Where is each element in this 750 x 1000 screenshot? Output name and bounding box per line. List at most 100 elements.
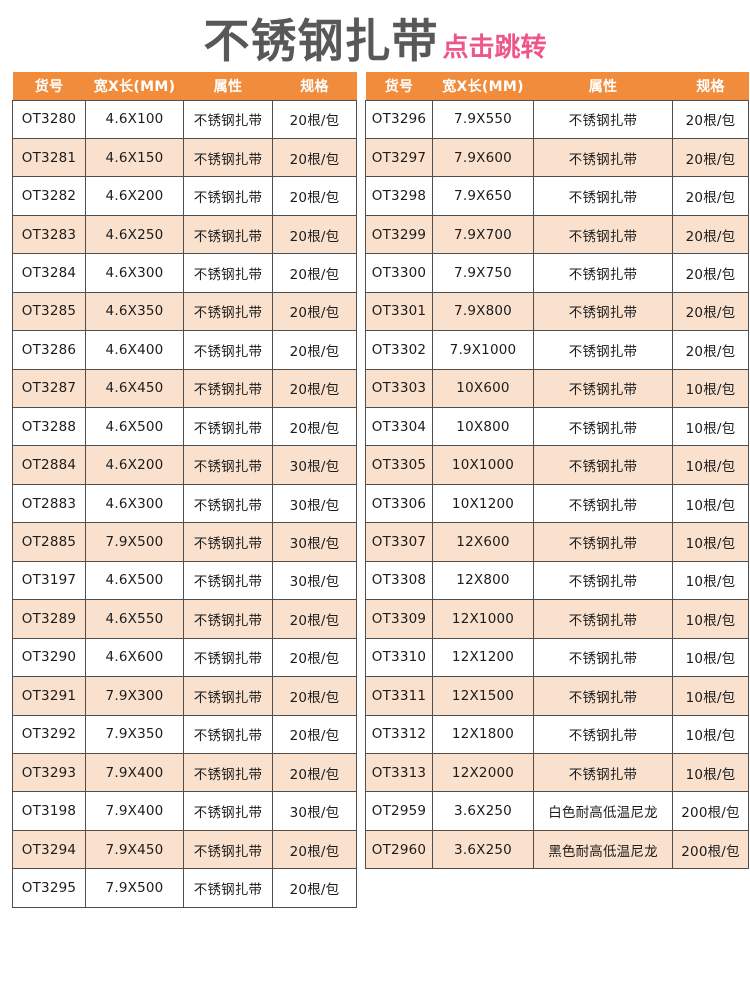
- table-row[interactable]: OT3311 12X1500 不锈钢扎带 10根/包: [365, 676, 749, 716]
- table-row[interactable]: OT3313 12X2000 不锈钢扎带 10根/包: [365, 753, 749, 793]
- cell-attr: 不锈钢扎带: [183, 830, 273, 870]
- cell-pack: 20根/包: [272, 753, 357, 793]
- cell-pack: 20根/包: [272, 138, 357, 178]
- cell-code: OT3283: [12, 215, 86, 255]
- cell-code: OT3305: [365, 445, 433, 485]
- table-row[interactable]: OT3305 10X1000 不锈钢扎带 10根/包: [365, 445, 749, 485]
- table-row[interactable]: OT3198 7.9X400 不锈钢扎带 30根/包: [12, 791, 357, 831]
- cell-attr: 不锈钢扎带: [533, 369, 673, 409]
- cell-pack: 10根/包: [672, 561, 749, 601]
- cell-code: OT3290: [12, 638, 86, 678]
- cell-code: OT2884: [12, 445, 86, 485]
- cell-attr: 不锈钢扎带: [533, 599, 673, 639]
- cell-attr: 不锈钢扎带: [183, 176, 273, 216]
- table-row[interactable]: OT3301 7.9X800 不锈钢扎带 20根/包: [365, 292, 749, 332]
- column-header-size: 宽X长(MM): [85, 72, 184, 100]
- cell-size: 7.9X700: [432, 215, 534, 255]
- cell-code: OT3310: [365, 638, 433, 678]
- table-row[interactable]: OT2960 3.6X250 黑色耐高低温尼龙 200根/包: [365, 830, 749, 870]
- table-row[interactable]: OT3309 12X1000 不锈钢扎带 10根/包: [365, 599, 749, 639]
- table-row[interactable]: OT3307 12X600 不锈钢扎带 10根/包: [365, 522, 749, 562]
- table-row[interactable]: OT3310 12X1200 不锈钢扎带 10根/包: [365, 638, 749, 678]
- table-row[interactable]: OT3308 12X800 不锈钢扎带 10根/包: [365, 561, 749, 601]
- cell-pack: 10根/包: [672, 445, 749, 485]
- table-row[interactable]: OT3297 7.9X600 不锈钢扎带 20根/包: [365, 138, 749, 178]
- cell-attr: 不锈钢扎带: [533, 176, 673, 216]
- cell-pack: 10根/包: [672, 676, 749, 716]
- table-row[interactable]: OT2883 4.6X300 不锈钢扎带 30根/包: [12, 484, 357, 524]
- table-row[interactable]: OT3291 7.9X300 不锈钢扎带 20根/包: [12, 676, 357, 716]
- table-row[interactable]: OT3296 7.9X550 不锈钢扎带 20根/包: [365, 99, 749, 139]
- table-row[interactable]: OT3285 4.6X350 不锈钢扎带 20根/包: [12, 292, 357, 332]
- cell-pack: 20根/包: [672, 99, 749, 139]
- table-row[interactable]: OT2884 4.6X200 不锈钢扎带 30根/包: [12, 445, 357, 485]
- cell-pack: 20根/包: [272, 330, 357, 370]
- cell-size: 4.6X150: [85, 138, 184, 178]
- table-row[interactable]: OT3287 4.6X450 不锈钢扎带 20根/包: [12, 369, 357, 409]
- cell-attr: 不锈钢扎带: [183, 522, 273, 562]
- table-row[interactable]: OT2885 7.9X500 不锈钢扎带 30根/包: [12, 522, 357, 562]
- cell-attr: 不锈钢扎带: [183, 791, 273, 831]
- cell-attr: 不锈钢扎带: [533, 138, 673, 178]
- cell-pack: 10根/包: [672, 638, 749, 678]
- cell-attr: 不锈钢扎带: [533, 715, 673, 754]
- table-row[interactable]: OT3292 7.9X350 不锈钢扎带 20根/包: [12, 715, 357, 754]
- cell-attr: 不锈钢扎带: [183, 638, 273, 678]
- cell-pack: 20根/包: [672, 330, 749, 370]
- cell-pack: 20根/包: [672, 215, 749, 255]
- cell-attr: 不锈钢扎带: [183, 676, 273, 716]
- table-row[interactable]: OT3295 7.9X500 不锈钢扎带 20根/包: [12, 868, 357, 908]
- cell-code: OT3282: [12, 176, 86, 216]
- cell-size: 4.6X200: [85, 445, 184, 485]
- table-row[interactable]: OT3312 12X1800 不锈钢扎带 10根/包: [365, 715, 749, 754]
- cell-code: OT3289: [12, 599, 86, 639]
- cell-pack: 20根/包: [672, 253, 749, 293]
- cell-attr: 不锈钢扎带: [183, 599, 273, 639]
- cell-code: OT3297: [365, 138, 433, 178]
- table-row[interactable]: OT3293 7.9X400 不锈钢扎带 20根/包: [12, 753, 357, 793]
- cell-attr: 不锈钢扎带: [183, 753, 273, 793]
- cell-attr: 不锈钢扎带: [533, 522, 673, 562]
- cell-code: OT3197: [12, 561, 86, 601]
- cell-attr: 不锈钢扎带: [533, 253, 673, 293]
- table-row[interactable]: OT3304 10X800 不锈钢扎带 10根/包: [365, 407, 749, 447]
- table-row[interactable]: OT3197 4.6X500 不锈钢扎带 30根/包: [12, 561, 357, 601]
- cell-size: 4.6X400: [85, 330, 184, 370]
- table-row[interactable]: OT3294 7.9X450 不锈钢扎带 20根/包: [12, 830, 357, 870]
- cell-pack: 10根/包: [672, 522, 749, 562]
- cell-size: 7.9X450: [85, 830, 184, 870]
- cell-size: 12X1500: [432, 676, 534, 716]
- table-row[interactable]: OT3281 4.6X150 不锈钢扎带 20根/包: [12, 138, 357, 178]
- table-row[interactable]: OT2959 3.6X250 白色耐高低温尼龙 200根/包: [365, 791, 749, 831]
- cell-attr: 不锈钢扎带: [533, 676, 673, 716]
- table-row[interactable]: OT3289 4.6X550 不锈钢扎带 20根/包: [12, 599, 357, 639]
- table-row[interactable]: OT3306 10X1200 不锈钢扎带 10根/包: [365, 484, 749, 524]
- cell-attr: 不锈钢扎带: [533, 561, 673, 601]
- cell-size: 12X1200: [432, 638, 534, 678]
- table-header-right: 货号 宽X长(MM) 属性 规格: [365, 72, 749, 100]
- table-row[interactable]: OT3302 7.9X1000 不锈钢扎带 20根/包: [365, 330, 749, 370]
- cell-size: 12X800: [432, 561, 534, 601]
- cell-code: OT2883: [12, 484, 86, 524]
- jump-link-label[interactable]: 点击跳转: [442, 33, 547, 63]
- table-row[interactable]: OT3288 4.6X500 不锈钢扎带 20根/包: [12, 407, 357, 447]
- cell-size: 10X800: [432, 407, 534, 447]
- table-row[interactable]: OT3286 4.6X400 不锈钢扎带 20根/包: [12, 330, 357, 370]
- cell-code: OT3287: [12, 369, 86, 409]
- table-row[interactable]: OT3300 7.9X750 不锈钢扎带 20根/包: [365, 253, 749, 293]
- table-row[interactable]: OT3282 4.6X200 不锈钢扎带 20根/包: [12, 176, 357, 216]
- cell-pack: 10根/包: [672, 484, 749, 524]
- table-row[interactable]: OT3283 4.6X250 不锈钢扎带 20根/包: [12, 215, 357, 255]
- cell-code: OT3286: [12, 330, 86, 370]
- cell-code: OT3306: [365, 484, 433, 524]
- cell-attr: 不锈钢扎带: [533, 638, 673, 678]
- table-row[interactable]: OT3290 4.6X600 不锈钢扎带 20根/包: [12, 638, 357, 678]
- cell-size: 12X600: [432, 522, 534, 562]
- cell-pack: 200根/包: [672, 830, 749, 870]
- table-row[interactable]: OT3280 4.6X100 不锈钢扎带 20根/包: [12, 99, 357, 139]
- cell-size: 7.9X350: [85, 715, 184, 754]
- table-row[interactable]: OT3298 7.9X650 不锈钢扎带 20根/包: [365, 176, 749, 216]
- table-row[interactable]: OT3299 7.9X700 不锈钢扎带 20根/包: [365, 215, 749, 255]
- table-row[interactable]: OT3303 10X600 不锈钢扎带 10根/包: [365, 369, 749, 409]
- table-row[interactable]: OT3284 4.6X300 不锈钢扎带 20根/包: [12, 253, 357, 293]
